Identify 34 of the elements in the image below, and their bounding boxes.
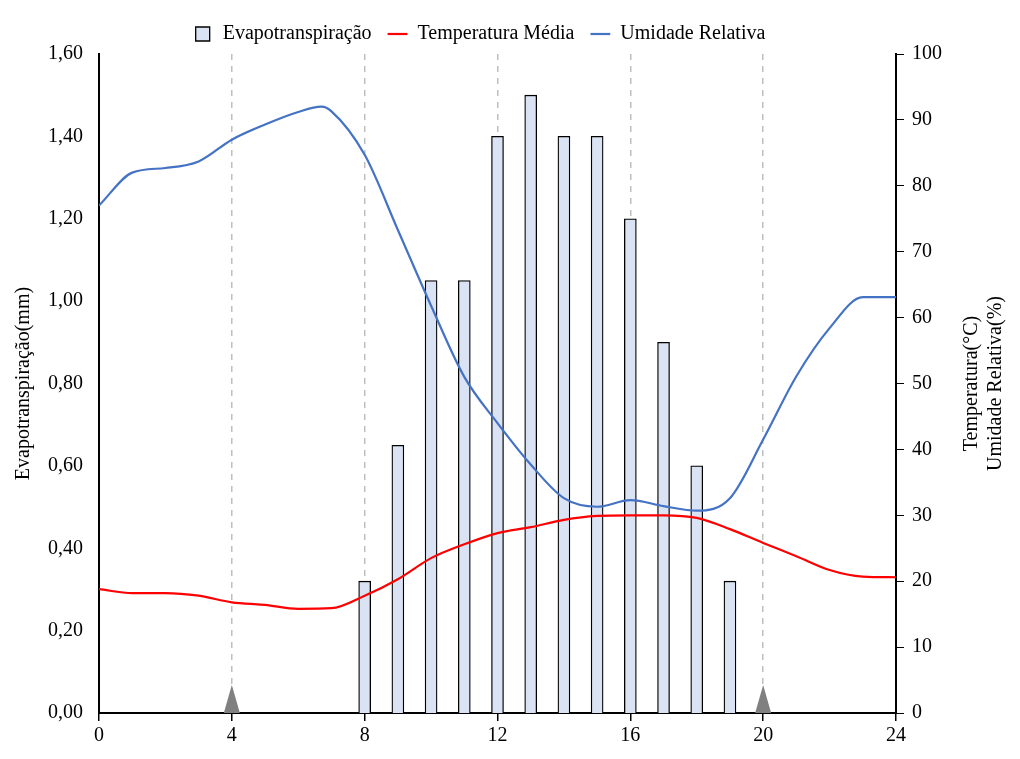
line-series [99,105,896,512]
line-series [99,514,896,610]
y-tick-label: 1,00 [48,288,83,311]
y2-tick-label: 50 [912,370,932,393]
x-tick-label: 24 [886,723,906,746]
y-tick-label: 0,80 [48,370,83,393]
y2-tick-label: 40 [912,436,932,459]
y-tick-label: 0,20 [48,617,83,640]
y-tick-label: 1,60 [48,41,83,64]
y2-tick-label: 100 [912,41,942,64]
x-tick-label: 12 [487,723,508,746]
y2-tick-label: 60 [912,304,932,327]
x-tick-label: 4 [226,723,237,746]
x-tick-label: 16 [620,723,641,746]
y2-tick-label: 30 [912,502,932,525]
legend-label: Umidade Relativa [620,21,766,44]
y2-tick-label: 90 [912,107,932,130]
y2-tick-label: 20 [912,568,932,591]
y-tick-label: 0,00 [48,700,83,723]
legend-label: Evapotranspiração [222,21,372,45]
y-tick-label: 1,40 [48,123,83,146]
y-tick-label: 0,60 [48,453,83,476]
y2-tick-label: 10 [912,634,932,657]
x-tick-label: 8 [359,723,370,746]
legend-label: Temperatura Média [417,21,575,45]
y2-axis-title: Temperatura(°C) Umidade Relativa(%) [959,296,1007,471]
y2-tick-label: 0 [912,700,922,723]
y2-tick-label: 70 [912,238,932,261]
x-tick-label: 0 [94,723,104,746]
y-axis-title: Evapotranspiração(mm) [11,286,35,481]
y-tick-label: 0,40 [48,535,83,558]
x-tick-label: 20 [753,723,774,746]
y-tick-label: 1,20 [48,206,83,228]
y2-tick-label: 80 [912,173,932,196]
